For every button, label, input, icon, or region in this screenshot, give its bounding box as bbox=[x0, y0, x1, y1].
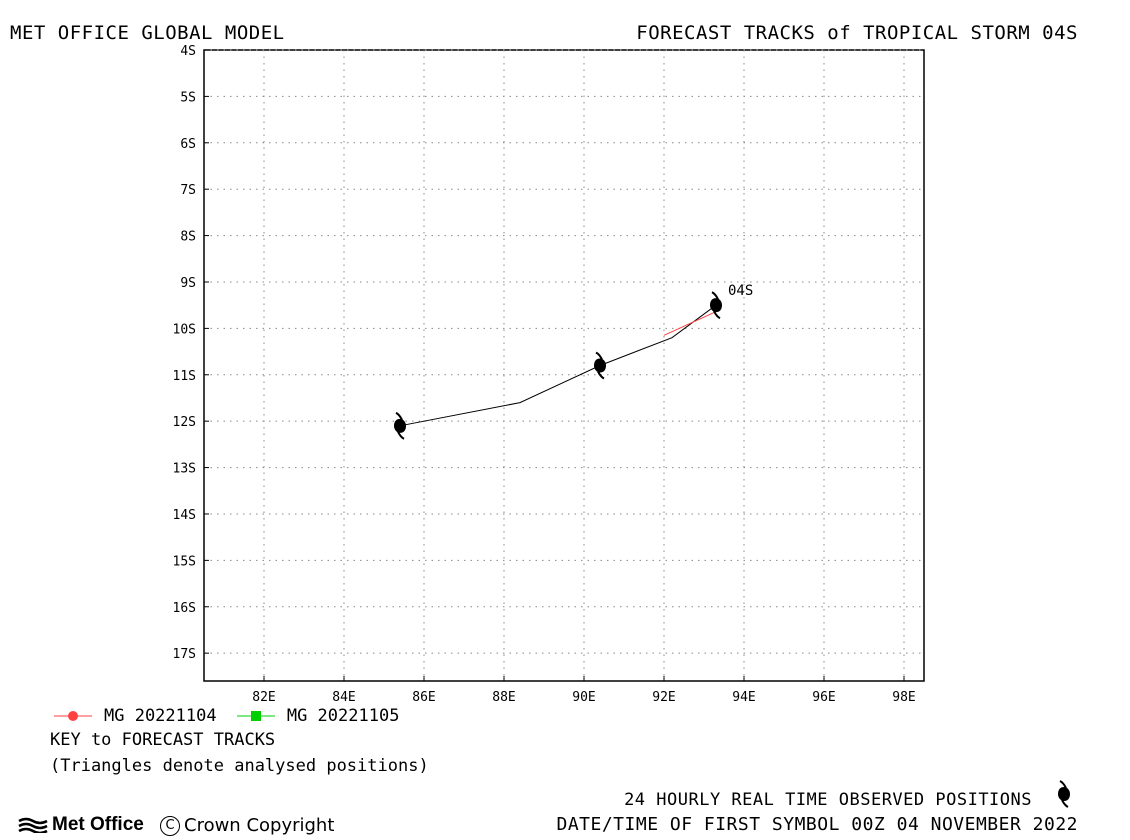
axis-ticks: 82E 84E 86E 88E 90E 92E 94E 96E 98E 4S 5S 6S 7S 8S 9S 1… bbox=[173, 44, 916, 705]
lat-tick-label: 16S bbox=[173, 601, 196, 616]
copyright-icon: C bbox=[160, 815, 180, 836]
key-note: (Triangles denote analysed positions) bbox=[50, 756, 429, 776]
lon-tick-label: 90E bbox=[572, 690, 595, 705]
legend-swatch-green-square bbox=[236, 711, 275, 721]
cyclone-symbol-icon bbox=[1058, 780, 1070, 808]
lon-tick-label: 82E bbox=[252, 690, 275, 705]
lon-tick-label: 88E bbox=[492, 690, 515, 705]
lon-tick-label: 98E bbox=[892, 690, 915, 705]
storm-label: 04S bbox=[728, 283, 753, 299]
legend-item-mg-20221105: MG 20221105 bbox=[235, 706, 400, 726]
legend: MG 20221104 MG 20221105 bbox=[52, 706, 407, 730]
tracks bbox=[399, 304, 721, 427]
lon-tick-label: 92E bbox=[652, 690, 675, 705]
forecast-track-line bbox=[663, 309, 721, 336]
legend-label: MG 20221104 bbox=[104, 706, 217, 726]
lat-tick-label: 8S bbox=[180, 230, 196, 245]
copyright-text: Crown Copyright bbox=[184, 815, 335, 836]
lat-tick-label: 7S bbox=[180, 183, 196, 198]
observed-positions-note: 24 HOURLY REAL TIME OBSERVED POSITIONS bbox=[624, 790, 1032, 810]
lon-tick-label: 86E bbox=[412, 690, 435, 705]
cyclone-symbol bbox=[394, 411, 406, 440]
lat-tick-label: 9S bbox=[180, 276, 196, 291]
legend-swatch-red-circle bbox=[54, 711, 92, 721]
first-symbol-datetime: DATE/TIME OF FIRST SYMBOL 00Z 04 NOVEMBE… bbox=[556, 814, 1078, 835]
copyright: C Crown Copyright bbox=[160, 815, 334, 836]
lat-tick-label: 6S bbox=[180, 137, 196, 152]
met-office-waves-icon bbox=[18, 817, 48, 833]
map-frame bbox=[203, 49, 925, 682]
lat-tick-label: 12S bbox=[173, 415, 196, 430]
observed-track-line bbox=[399, 304, 717, 427]
lat-tick-label: 14S bbox=[173, 508, 196, 523]
met-office-logo: Met Office bbox=[18, 814, 144, 836]
lat-tick-label: 5S bbox=[180, 90, 196, 105]
model-title: MET OFFICE GLOBAL MODEL bbox=[10, 22, 285, 44]
legend-label: MG 20221105 bbox=[286, 706, 400, 726]
key-title: KEY to FORECAST TRACKS bbox=[50, 730, 276, 750]
lon-tick-label: 96E bbox=[812, 690, 835, 705]
lat-tick-label: 4S bbox=[180, 44, 196, 59]
lon-tick-label: 94E bbox=[732, 690, 755, 705]
lon-tick-label: 84E bbox=[332, 690, 355, 705]
lat-tick-label: 17S bbox=[173, 647, 196, 662]
storm-symbols bbox=[394, 291, 722, 440]
lat-tick-label: 15S bbox=[173, 554, 196, 569]
cyclone-symbol bbox=[594, 351, 606, 380]
lat-tick-label: 11S bbox=[173, 369, 196, 384]
grid-lines bbox=[204, 49, 924, 681]
cyclone-symbol bbox=[710, 291, 722, 320]
lat-tick-label: 10S bbox=[173, 322, 196, 337]
logo-text: Met Office bbox=[52, 814, 144, 835]
legend-item-mg-20221104: MG 20221104 bbox=[52, 706, 217, 726]
lat-tick-label: 13S bbox=[173, 462, 196, 477]
chart-title: FORECAST TRACKS of TROPICAL STORM 04S bbox=[636, 22, 1078, 44]
